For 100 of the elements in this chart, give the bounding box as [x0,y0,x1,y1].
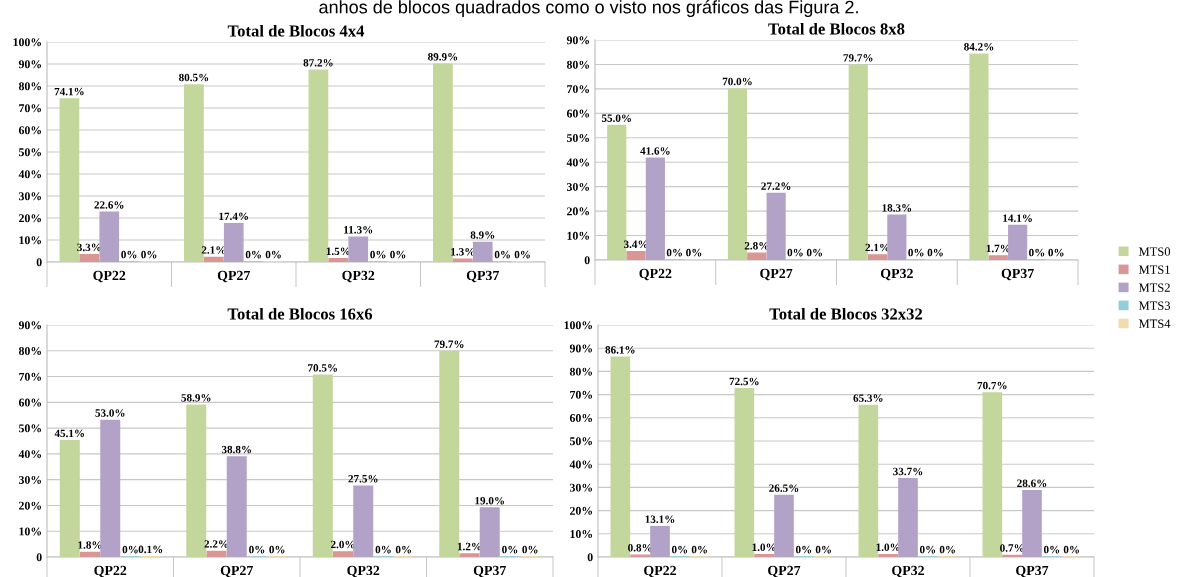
data-label: 70.0% [722,77,752,86]
data-label: 79.7% [434,340,464,348]
data-label: 11.3% [344,226,373,234]
legend-label: MTS3 [1138,301,1171,310]
data-label: 0.8% [628,544,652,552]
data-label: 0% [691,545,707,554]
data-label: 70.7% [977,381,1007,390]
data-label: 27.5% [348,474,378,483]
y-tick-label: 10% [570,530,593,539]
y-tick-label: 90% [18,60,42,69]
legend-label: MTS2 [1138,283,1170,292]
y-tick-label: 30% [18,192,42,201]
y-tick-label: 20% [19,501,42,510]
data-label: 0% [514,250,530,259]
y-tick-label: 90% [569,344,593,353]
data-label: 86.1% [605,346,635,354]
data-label: 0% [795,545,812,554]
data-label: 0% [390,250,406,259]
chart-title: Total de Blocos 16x6 [227,307,373,320]
x-tick-label: QP37 [473,565,506,577]
data-label: 1.0% [876,543,900,552]
data-label: 41.6% [640,147,670,155]
data-label: 0% [249,545,265,554]
data-label: 1.5% [326,247,350,256]
data-label: 55.0% [601,114,631,122]
x-tick-label: QP27 [768,565,801,577]
data-label: 53.0% [95,409,125,417]
data-label: 2.2% [204,540,228,548]
data-label: 38.8% [221,445,251,454]
data-label: 0% [395,545,412,554]
data-label: 45.1% [54,429,85,438]
y-tick-label: 80% [18,82,42,91]
data-label: 0.7% [1000,544,1024,552]
data-label: 0% [494,250,510,259]
x-tick-label: QP22 [94,565,127,577]
data-label: 0% [502,545,518,554]
y-tick-label: 20% [567,207,590,216]
data-label: 1.8% [78,541,102,549]
data-label: 0% [1043,545,1060,554]
data-label: 17.4% [219,212,248,221]
y-tick-label: 0 [584,256,590,265]
data-label: 27.2% [761,182,791,190]
y-tick-label: 70% [19,372,42,381]
y-tick-label: 50% [567,134,590,143]
data-label: 74.1% [54,87,84,96]
data-label: 58.9% [181,394,211,402]
chart-title: Total de Blocos 32x32 [769,307,923,320]
data-label: 22.6% [94,201,124,209]
data-label: 87.2% [303,59,333,67]
data-label: 70.5% [308,364,338,372]
y-tick-label: 0 [36,553,42,562]
y-tick-label: 40% [18,450,42,459]
data-label: 0% [265,250,281,259]
data-label: 0% [370,250,386,259]
x-tick-label: QP22 [93,270,126,283]
data-label: 3.3% [77,243,101,252]
data-label: 0% [1029,248,1045,257]
data-label: 0% [939,545,955,554]
data-label: 0% [375,545,391,554]
y-tick-label: 50% [19,148,42,157]
data-label: 0% [1048,248,1064,257]
x-tick-label: QP27 [217,270,250,283]
x-tick-label: QP27 [760,268,793,281]
y-tick-label: 30% [566,182,590,191]
data-label: 2.8% [744,242,769,250]
x-tick-label: QP32 [347,565,380,577]
x-tick-label: QP37 [466,270,499,283]
y-tick-label: 60% [569,414,593,423]
legend-label: MTS0 [1138,247,1171,256]
data-label: 0% [245,250,261,259]
data-label: 0% [815,545,831,554]
y-tick-label: 20% [19,214,42,223]
y-tick-label: 100% [564,321,593,330]
x-tick-label: QP32 [342,270,375,283]
data-label: 0% [1063,545,1079,554]
y-tick-label: 80% [569,367,593,376]
data-label: 0.1% [138,545,163,554]
y-tick-label: 30% [18,475,42,484]
data-label: 33.7% [893,467,923,476]
data-label: 0% [671,545,688,554]
x-tick-label: QP27 [220,565,253,577]
y-tick-label: 40% [569,460,593,469]
data-label: 0% [522,545,538,554]
x-tick-label: QP22 [639,268,672,281]
x-tick-label: QP22 [644,565,676,577]
y-tick-label: 100% [13,38,42,47]
data-label: 26.5% [769,484,799,492]
y-tick-label: 10% [19,236,42,245]
data-label: 84.2% [964,43,994,51]
y-tick-label: 10% [19,527,42,536]
data-label: 0% [927,248,943,257]
y-tick-label: 10% [567,231,590,240]
data-label: 0% [141,250,157,259]
y-tick-label: 80% [18,347,42,356]
data-label: 28.6% [1017,479,1047,488]
data-label: 0% [908,248,924,257]
data-label: 18.3% [882,204,912,212]
y-tick-label: 90% [566,36,590,45]
y-tick-label: 50% [19,424,42,433]
y-tick-label: 60% [18,126,42,135]
